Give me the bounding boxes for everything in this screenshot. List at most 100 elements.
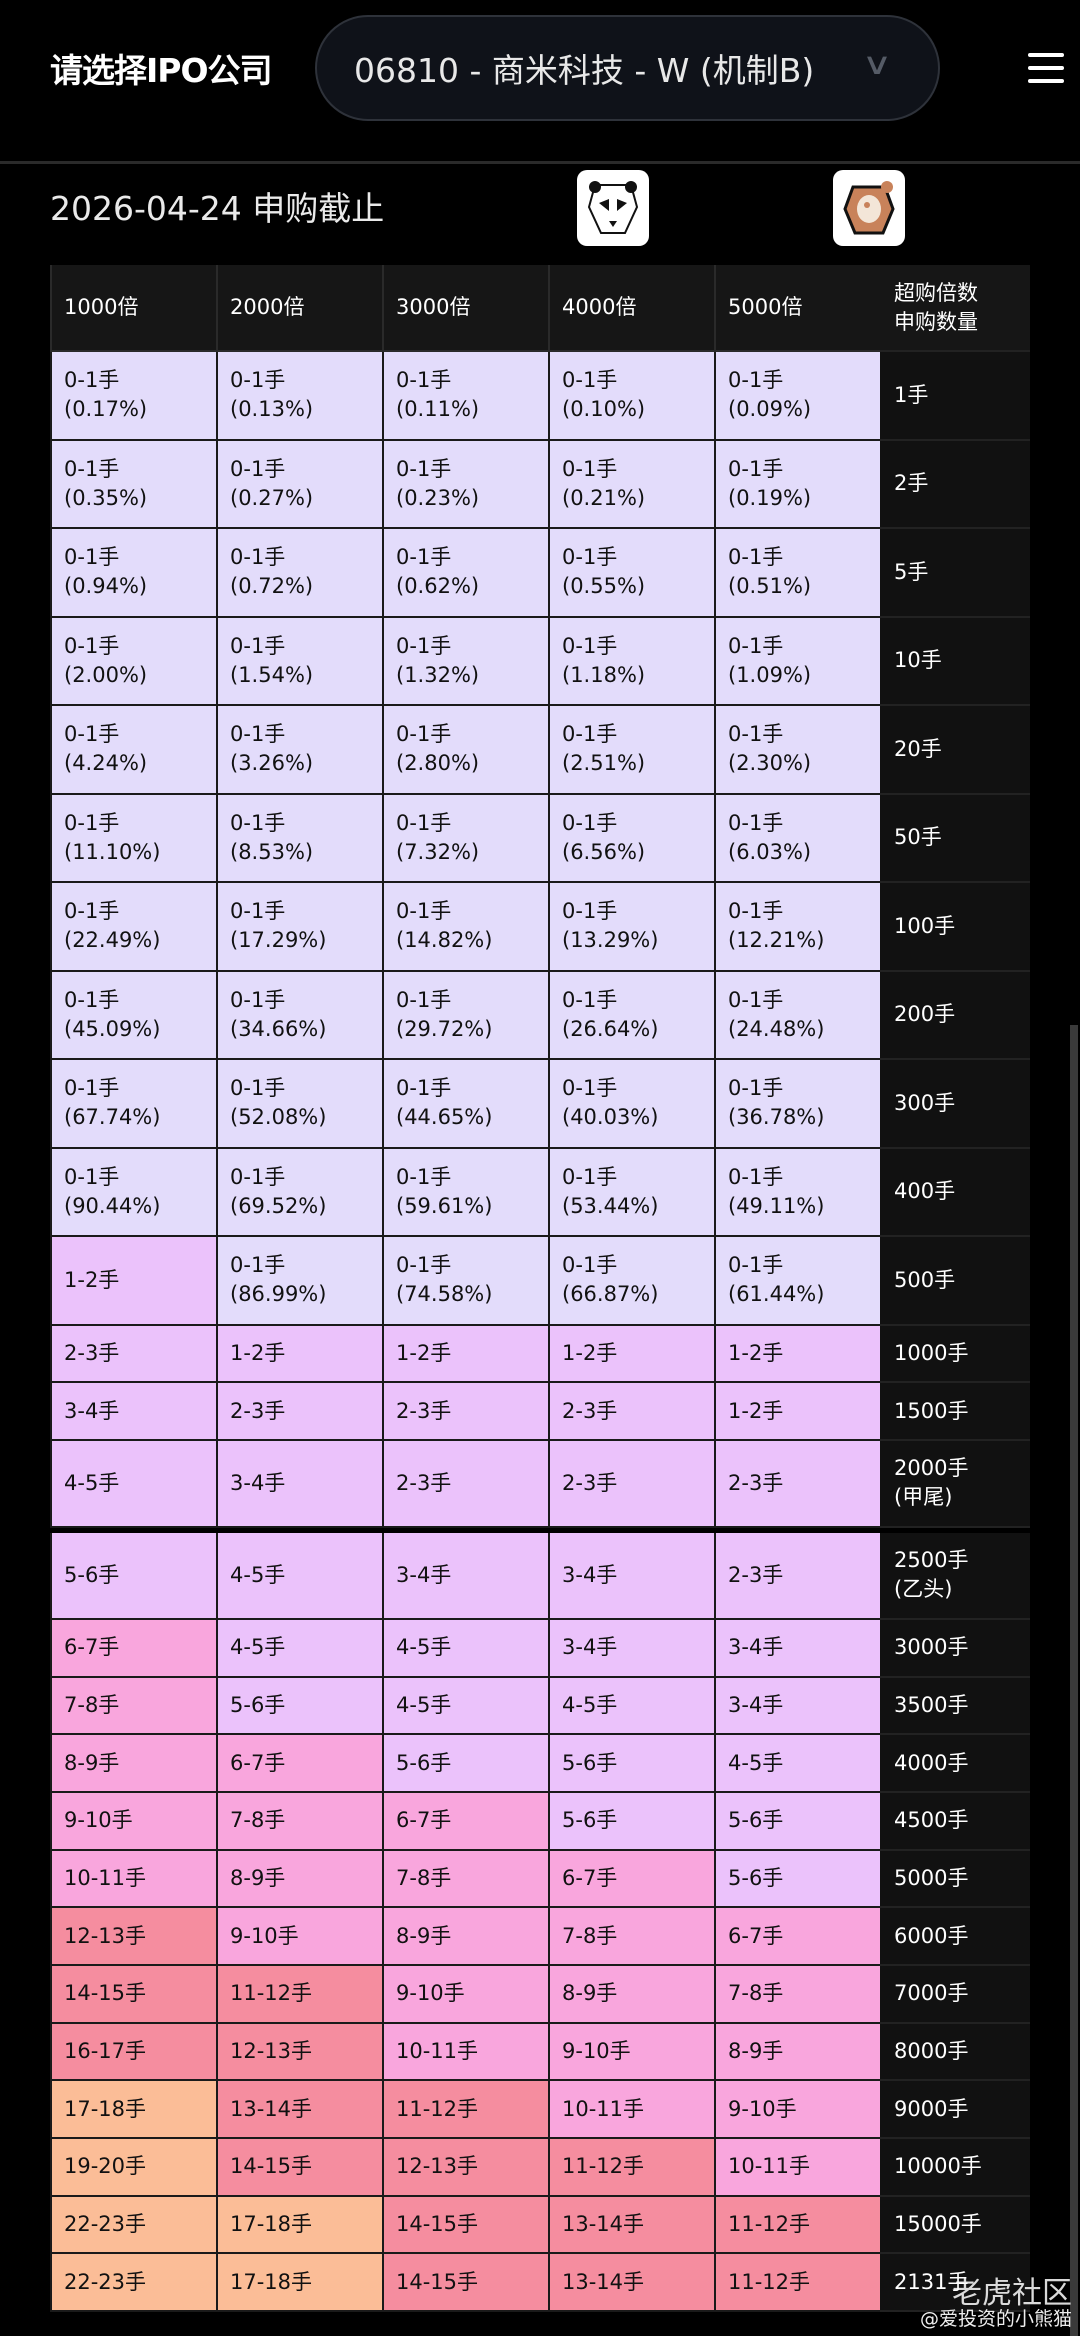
lots-range: 9-10手 [562, 2039, 631, 2064]
win-rate: (0.94%) [64, 574, 148, 599]
win-rate: (49.11%) [728, 1193, 825, 1218]
lots-range: 12-13手 [230, 2039, 313, 2064]
quantity-text: 400手 [894, 1179, 956, 1204]
subscription-quantity-label: 3000手 [880, 1619, 1030, 1678]
allotment-cell: 8-9手 [548, 1966, 714, 2024]
win-rate: (53.44%) [562, 1193, 659, 1218]
allotment-cell: 0-1手 (1.32%) [382, 617, 548, 706]
quantity-text: 3500手 [894, 1692, 969, 1717]
allotment-cell: 7-8手 [548, 1908, 714, 1966]
allotment-cell: 1-2手 [548, 1325, 714, 1384]
lots-range: 0-1手 [728, 722, 784, 747]
subscription-quantity-label: 50手 [880, 794, 1030, 883]
allotment-cell: 0-1手 (34.66%) [216, 971, 382, 1060]
lots-range: 6-7手 [230, 1750, 286, 1775]
bear-logo-icon[interactable] [833, 170, 905, 246]
allotment-cell: 3-4手 [382, 1532, 548, 1620]
lots-range: 17-18手 [230, 2212, 313, 2237]
allotment-cell: 2-3手 [382, 1383, 548, 1441]
lots-range: 7-8手 [230, 1808, 286, 1833]
lots-range: 0-1手 [396, 368, 452, 393]
quantity-text: 10000手 [894, 2154, 982, 2179]
lots-range: 0-1手 [728, 1076, 784, 1101]
lots-range: 0-1手 [230, 456, 286, 481]
win-rate: (0.23%) [396, 485, 480, 510]
win-rate: (11.10%) [64, 839, 161, 864]
panda-logo-icon[interactable] [577, 170, 649, 246]
lots-range: 0-1手 [562, 987, 618, 1012]
quantity-text: 8000手 [894, 2039, 969, 2064]
lots-range: 10-11手 [396, 2039, 479, 2064]
allotment-cell: 0-1手 (61.44%) [714, 1237, 880, 1326]
win-rate: (0.51%) [728, 574, 812, 599]
lots-range: 0-1手 [64, 899, 120, 924]
lots-range: 14-15手 [64, 1981, 147, 2006]
lots-range: 1-2手 [728, 1398, 784, 1423]
lots-range: 0-1手 [230, 987, 286, 1012]
quantity-text: 4500手 [894, 1808, 969, 1833]
lots-range: 2-3手 [728, 1470, 784, 1495]
win-rate: (59.61%) [396, 1193, 493, 1218]
scrollbar[interactable] [1070, 1025, 1078, 2336]
allotment-cell: 0-1手 (0.13%) [216, 352, 382, 441]
lots-range: 0-1手 [396, 722, 452, 747]
win-rate: (36.78%) [728, 1105, 825, 1130]
table-row: 0-1手 (4.24%) 0-1手 (3.26%) 0-1手 (2.80%) 0-1手 (2.… [50, 706, 1030, 795]
lots-range: 2-3手 [64, 1340, 120, 1365]
lots-range: 0-1手 [728, 987, 784, 1012]
lots-range: 3-4手 [396, 1562, 452, 1587]
hamburger-menu-icon[interactable] [1028, 53, 1064, 92]
allotment-cell: 0-1手 (12.21%) [714, 883, 880, 972]
lots-range: 0-1手 [728, 456, 784, 481]
lots-range: 0-1手 [562, 810, 618, 835]
lots-range: 0-1手 [728, 899, 784, 924]
lots-range: 0-1手 [396, 1076, 452, 1101]
allotment-cell: 0-1手 (14.82%) [382, 883, 548, 972]
allotment-cell: 0-1手 (26.64%) [548, 971, 714, 1060]
win-rate: (1.18%) [562, 662, 646, 687]
lots-range: 10-11手 [64, 1865, 147, 1890]
allotment-cell: 4-5手 [216, 1619, 382, 1678]
allotment-cell: 8-9手 [714, 2023, 880, 2082]
win-rate: (0.09%) [728, 397, 812, 422]
table-row: 0-1手 (90.44%) 0-1手 (69.52%) 0-1手 (59.61%) 0-1手… [50, 1148, 1030, 1237]
lots-range: 0-1手 [64, 1076, 120, 1101]
allotment-cell: 4-5手 [382, 1619, 548, 1678]
allotment-cell: 22-23手 [50, 2196, 216, 2255]
allotment-cell: 2-3手 [216, 1383, 382, 1441]
allotment-cell: 1-2手 [216, 1325, 382, 1384]
quantity-text: 200手 [894, 1002, 956, 1027]
allotment-cell: 9-10手 [50, 1792, 216, 1851]
lots-range: 13-14手 [562, 2212, 645, 2237]
lots-range: 3-4手 [562, 1562, 618, 1587]
quantity-text: 20手 [894, 736, 942, 761]
win-rate: (0.19%) [728, 485, 812, 510]
allotment-cell: 0-1手 (0.11%) [382, 352, 548, 441]
lots-range: 2-3手 [396, 1398, 452, 1423]
subscription-quantity-label: 5000手 [880, 1850, 1030, 1909]
ipo-company-select[interactable]: 06810 - 商米科技 - W (机制B) ∨ [315, 15, 940, 121]
allotment-cell: 7-8手 [714, 1966, 880, 2024]
subscription-quantity-label: 3500手 [880, 1677, 1030, 1736]
allotment-cell: 2-3手 [548, 1440, 714, 1528]
lots-range: 0-1手 [230, 368, 286, 393]
allotment-cell: 0-1手 (4.24%) [50, 706, 216, 795]
lots-range: 5-6手 [396, 1750, 452, 1775]
allotment-cell: 6-7手 [714, 1908, 880, 1966]
table-row: 12-13手 9-10手 8-9手 7-8手 6-7手 6000手 [50, 1908, 1030, 1966]
allotment-cell: 0-1手 (52.08%) [216, 1060, 382, 1149]
lots-range: 0-1手 [728, 633, 784, 658]
allotment-cell: 5-6手 [548, 1792, 714, 1851]
quantity-text: 2500手(乙头) [894, 1548, 969, 1602]
allotment-cell: 0-1手 (2.51%) [548, 706, 714, 795]
lots-range: 0-1手 [562, 456, 618, 481]
subscription-quantity-label: 1500手 [880, 1383, 1030, 1441]
lots-range: 19-20手 [64, 2154, 147, 2179]
table-row: 9-10手 7-8手 6-7手 5-6手 5-6手 4500手 [50, 1792, 1030, 1851]
win-rate: (22.49%) [64, 928, 161, 953]
lots-range: 0-1手 [396, 899, 452, 924]
subscription-quantity-label: 2000手(甲尾) [880, 1440, 1030, 1528]
lots-range: 9-10手 [728, 2096, 797, 2121]
quantity-text: 9000手 [894, 2096, 969, 2121]
lots-range: 5-6手 [64, 1562, 120, 1587]
